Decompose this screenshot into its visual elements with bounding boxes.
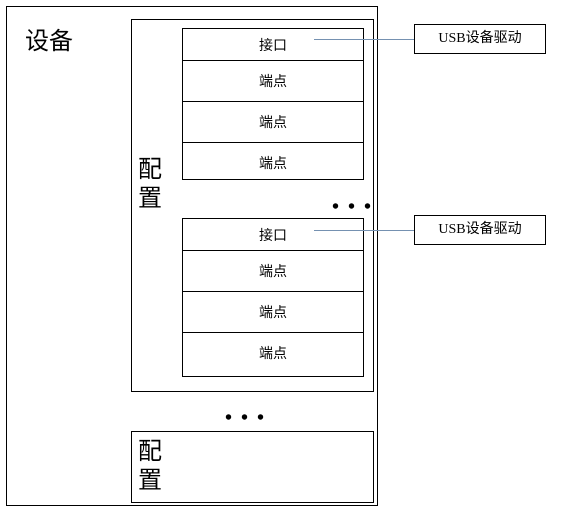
- ellipsis-icon: • • •: [332, 196, 373, 219]
- config-2-label: 配置: [138, 438, 162, 496]
- interface-2-header: 接口: [183, 219, 363, 251]
- connector-line: [314, 230, 414, 231]
- interface-box-1: 接口 端点 端点 端点: [182, 28, 364, 180]
- endpoint-label: 端点: [183, 251, 363, 292]
- endpoint-label: 端点: [183, 292, 363, 333]
- ellipsis-icon: • • •: [225, 407, 266, 430]
- config-box-2: 配置: [131, 431, 374, 503]
- endpoint-label: 端点: [183, 333, 363, 373]
- device-label: 设备: [25, 21, 73, 56]
- interface-1-header: 接口: [183, 29, 363, 61]
- endpoint-label: 端点: [183, 61, 363, 102]
- connector-line: [314, 39, 414, 40]
- driver-box-2: USB设备驱动: [414, 215, 546, 245]
- interface-box-2: 接口 端点 端点 端点: [182, 218, 364, 377]
- device-box: 设备 配置 接口 端点 端点 端点 • • • 接口 端点 端点 端点 • • …: [6, 6, 378, 506]
- endpoint-label: 端点: [183, 143, 363, 183]
- config-box-1: 配置 接口 端点 端点 端点 • • • 接口 端点 端点 端点: [131, 19, 374, 392]
- driver-box-1: USB设备驱动: [414, 24, 546, 54]
- config-1-label: 配置: [138, 156, 162, 214]
- endpoint-label: 端点: [183, 102, 363, 143]
